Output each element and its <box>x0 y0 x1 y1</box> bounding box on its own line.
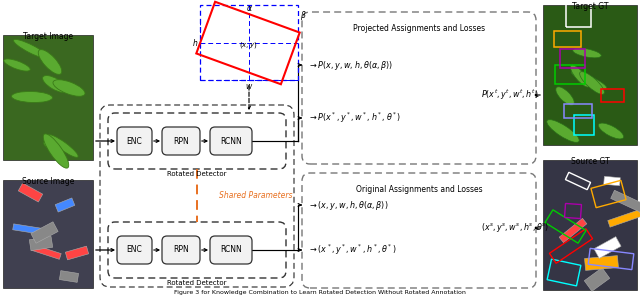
Ellipse shape <box>573 48 601 58</box>
Ellipse shape <box>53 80 85 96</box>
Bar <box>29 236 52 251</box>
Text: RCNN: RCNN <box>220 246 242 254</box>
Ellipse shape <box>13 39 49 58</box>
Text: Original Assignments and Losses: Original Assignments and Losses <box>356 185 483 194</box>
Bar <box>3 35 93 160</box>
Ellipse shape <box>44 139 68 151</box>
Text: $\rightarrow (x, y, w, h, \theta(\alpha, \beta))$: $\rightarrow (x, y, w, h, \theta(\alpha,… <box>308 198 388 212</box>
Bar <box>60 271 79 282</box>
Bar <box>545 210 586 243</box>
Bar <box>32 245 61 259</box>
Bar <box>611 190 640 213</box>
Ellipse shape <box>580 72 604 94</box>
Text: Rotated Detector: Rotated Detector <box>167 171 227 177</box>
FancyBboxPatch shape <box>162 236 200 264</box>
Text: $\rightarrow P(x^*, y^*, w^*, h^*, \theta^*)$: $\rightarrow P(x^*, y^*, w^*, h^*, \thet… <box>308 111 401 125</box>
Bar <box>31 222 58 243</box>
Bar <box>608 210 640 227</box>
Bar <box>3 180 93 288</box>
Text: Shared Parameters: Shared Parameters <box>219 190 292 199</box>
Text: RPN: RPN <box>173 246 189 254</box>
Text: $\alpha$: $\alpha$ <box>246 4 252 13</box>
Bar <box>543 160 637 290</box>
Bar <box>565 172 591 190</box>
Text: Source Image: Source Image <box>22 177 74 186</box>
Bar <box>584 268 610 291</box>
Bar <box>13 224 42 234</box>
FancyBboxPatch shape <box>210 127 252 155</box>
Text: ENC: ENC <box>126 246 142 254</box>
Bar <box>549 229 593 263</box>
Bar <box>594 237 621 258</box>
Ellipse shape <box>43 75 67 92</box>
Bar <box>547 259 581 286</box>
Ellipse shape <box>572 71 607 89</box>
Bar <box>559 218 587 243</box>
Bar <box>574 115 594 135</box>
Ellipse shape <box>547 120 579 142</box>
Text: Projected Assignments and Losses: Projected Assignments and Losses <box>353 24 485 33</box>
Bar <box>543 5 637 145</box>
Bar <box>591 180 626 208</box>
Text: $\beta$: $\beta$ <box>300 9 307 21</box>
Ellipse shape <box>38 49 62 74</box>
Text: $\rightarrow P(x, y, w, h, \theta(\alpha, \beta))$: $\rightarrow P(x, y, w, h, \theta(\alpha… <box>308 58 393 72</box>
FancyBboxPatch shape <box>210 236 252 264</box>
Bar <box>564 104 592 118</box>
Text: $\rightarrow (x^*, y^*, w^*, h^*, \theta^*)$: $\rightarrow (x^*, y^*, w^*, h^*, \theta… <box>308 243 396 257</box>
Text: $h$: $h$ <box>192 36 198 47</box>
Text: RCNN: RCNN <box>220 136 242 145</box>
FancyBboxPatch shape <box>162 127 200 155</box>
Ellipse shape <box>570 65 589 87</box>
Bar <box>554 31 581 47</box>
FancyBboxPatch shape <box>117 127 152 155</box>
Text: $P(x^t, y^t, w^t, h^t)$: $P(x^t, y^t, w^t, h^t)$ <box>481 88 538 102</box>
Bar <box>200 5 298 80</box>
Text: Rotated Detector: Rotated Detector <box>167 280 227 286</box>
Bar <box>55 198 75 212</box>
Bar <box>555 65 585 84</box>
Text: ENC: ENC <box>126 136 142 145</box>
Bar <box>19 183 43 202</box>
Ellipse shape <box>4 59 30 71</box>
Ellipse shape <box>44 134 68 168</box>
Bar <box>564 204 582 218</box>
Bar <box>584 256 618 270</box>
Text: Figure 3 for Knowledge Combination to Learn Rotated Detection Without Rotated An: Figure 3 for Knowledge Combination to Le… <box>174 290 466 295</box>
Text: Target Image: Target Image <box>23 32 73 41</box>
Text: Target GT: Target GT <box>572 2 608 11</box>
Bar <box>588 248 634 270</box>
Text: $(x,y)$: $(x,y)$ <box>239 40 257 50</box>
Bar <box>566 0 591 27</box>
Ellipse shape <box>48 135 78 157</box>
FancyBboxPatch shape <box>117 236 152 264</box>
Text: RPN: RPN <box>173 136 189 145</box>
Text: $(x^s, y^s, w^s, h^s, \theta^s)$: $(x^s, y^s, w^s, h^s, \theta^s)$ <box>481 221 549 235</box>
Ellipse shape <box>12 91 52 103</box>
Bar <box>604 176 620 186</box>
Ellipse shape <box>598 123 623 139</box>
Bar <box>65 246 89 260</box>
Ellipse shape <box>556 87 574 105</box>
Bar <box>601 89 624 102</box>
Text: Source GT: Source GT <box>571 157 609 166</box>
Text: $w$: $w$ <box>245 82 253 91</box>
Bar <box>560 49 585 68</box>
